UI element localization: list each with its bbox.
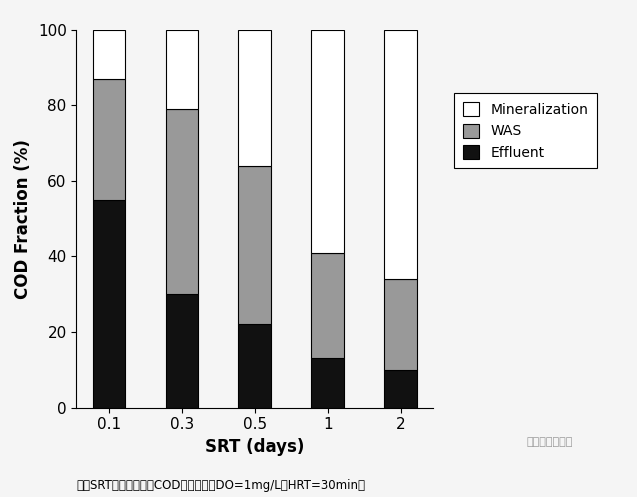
Bar [384, 370, 417, 408]
Bar [311, 252, 344, 358]
X-axis label: SRT (days): SRT (days) [205, 438, 304, 456]
Bar [238, 325, 271, 408]
Bar [384, 279, 417, 370]
Bar [238, 30, 271, 166]
Y-axis label: COD Fraction (%): COD Fraction (%) [14, 139, 32, 299]
Bar [92, 30, 125, 79]
Legend: Mineralization, WAS, Effluent: Mineralization, WAS, Effluent [454, 93, 597, 168]
Bar [166, 30, 198, 109]
Bar [384, 30, 417, 279]
Bar [166, 109, 198, 294]
Text: 水业碳中和资讯: 水业碳中和资讯 [527, 437, 573, 447]
Text: 不同SRT条件下，进水COD形态转化（DO=1mg/L，HRT=30min）: 不同SRT条件下，进水COD形态转化（DO=1mg/L，HRT=30min） [76, 479, 366, 492]
Bar [92, 79, 125, 200]
Bar [238, 166, 271, 325]
Bar [311, 358, 344, 408]
Bar [311, 30, 344, 252]
Bar [92, 200, 125, 408]
Bar [166, 294, 198, 408]
